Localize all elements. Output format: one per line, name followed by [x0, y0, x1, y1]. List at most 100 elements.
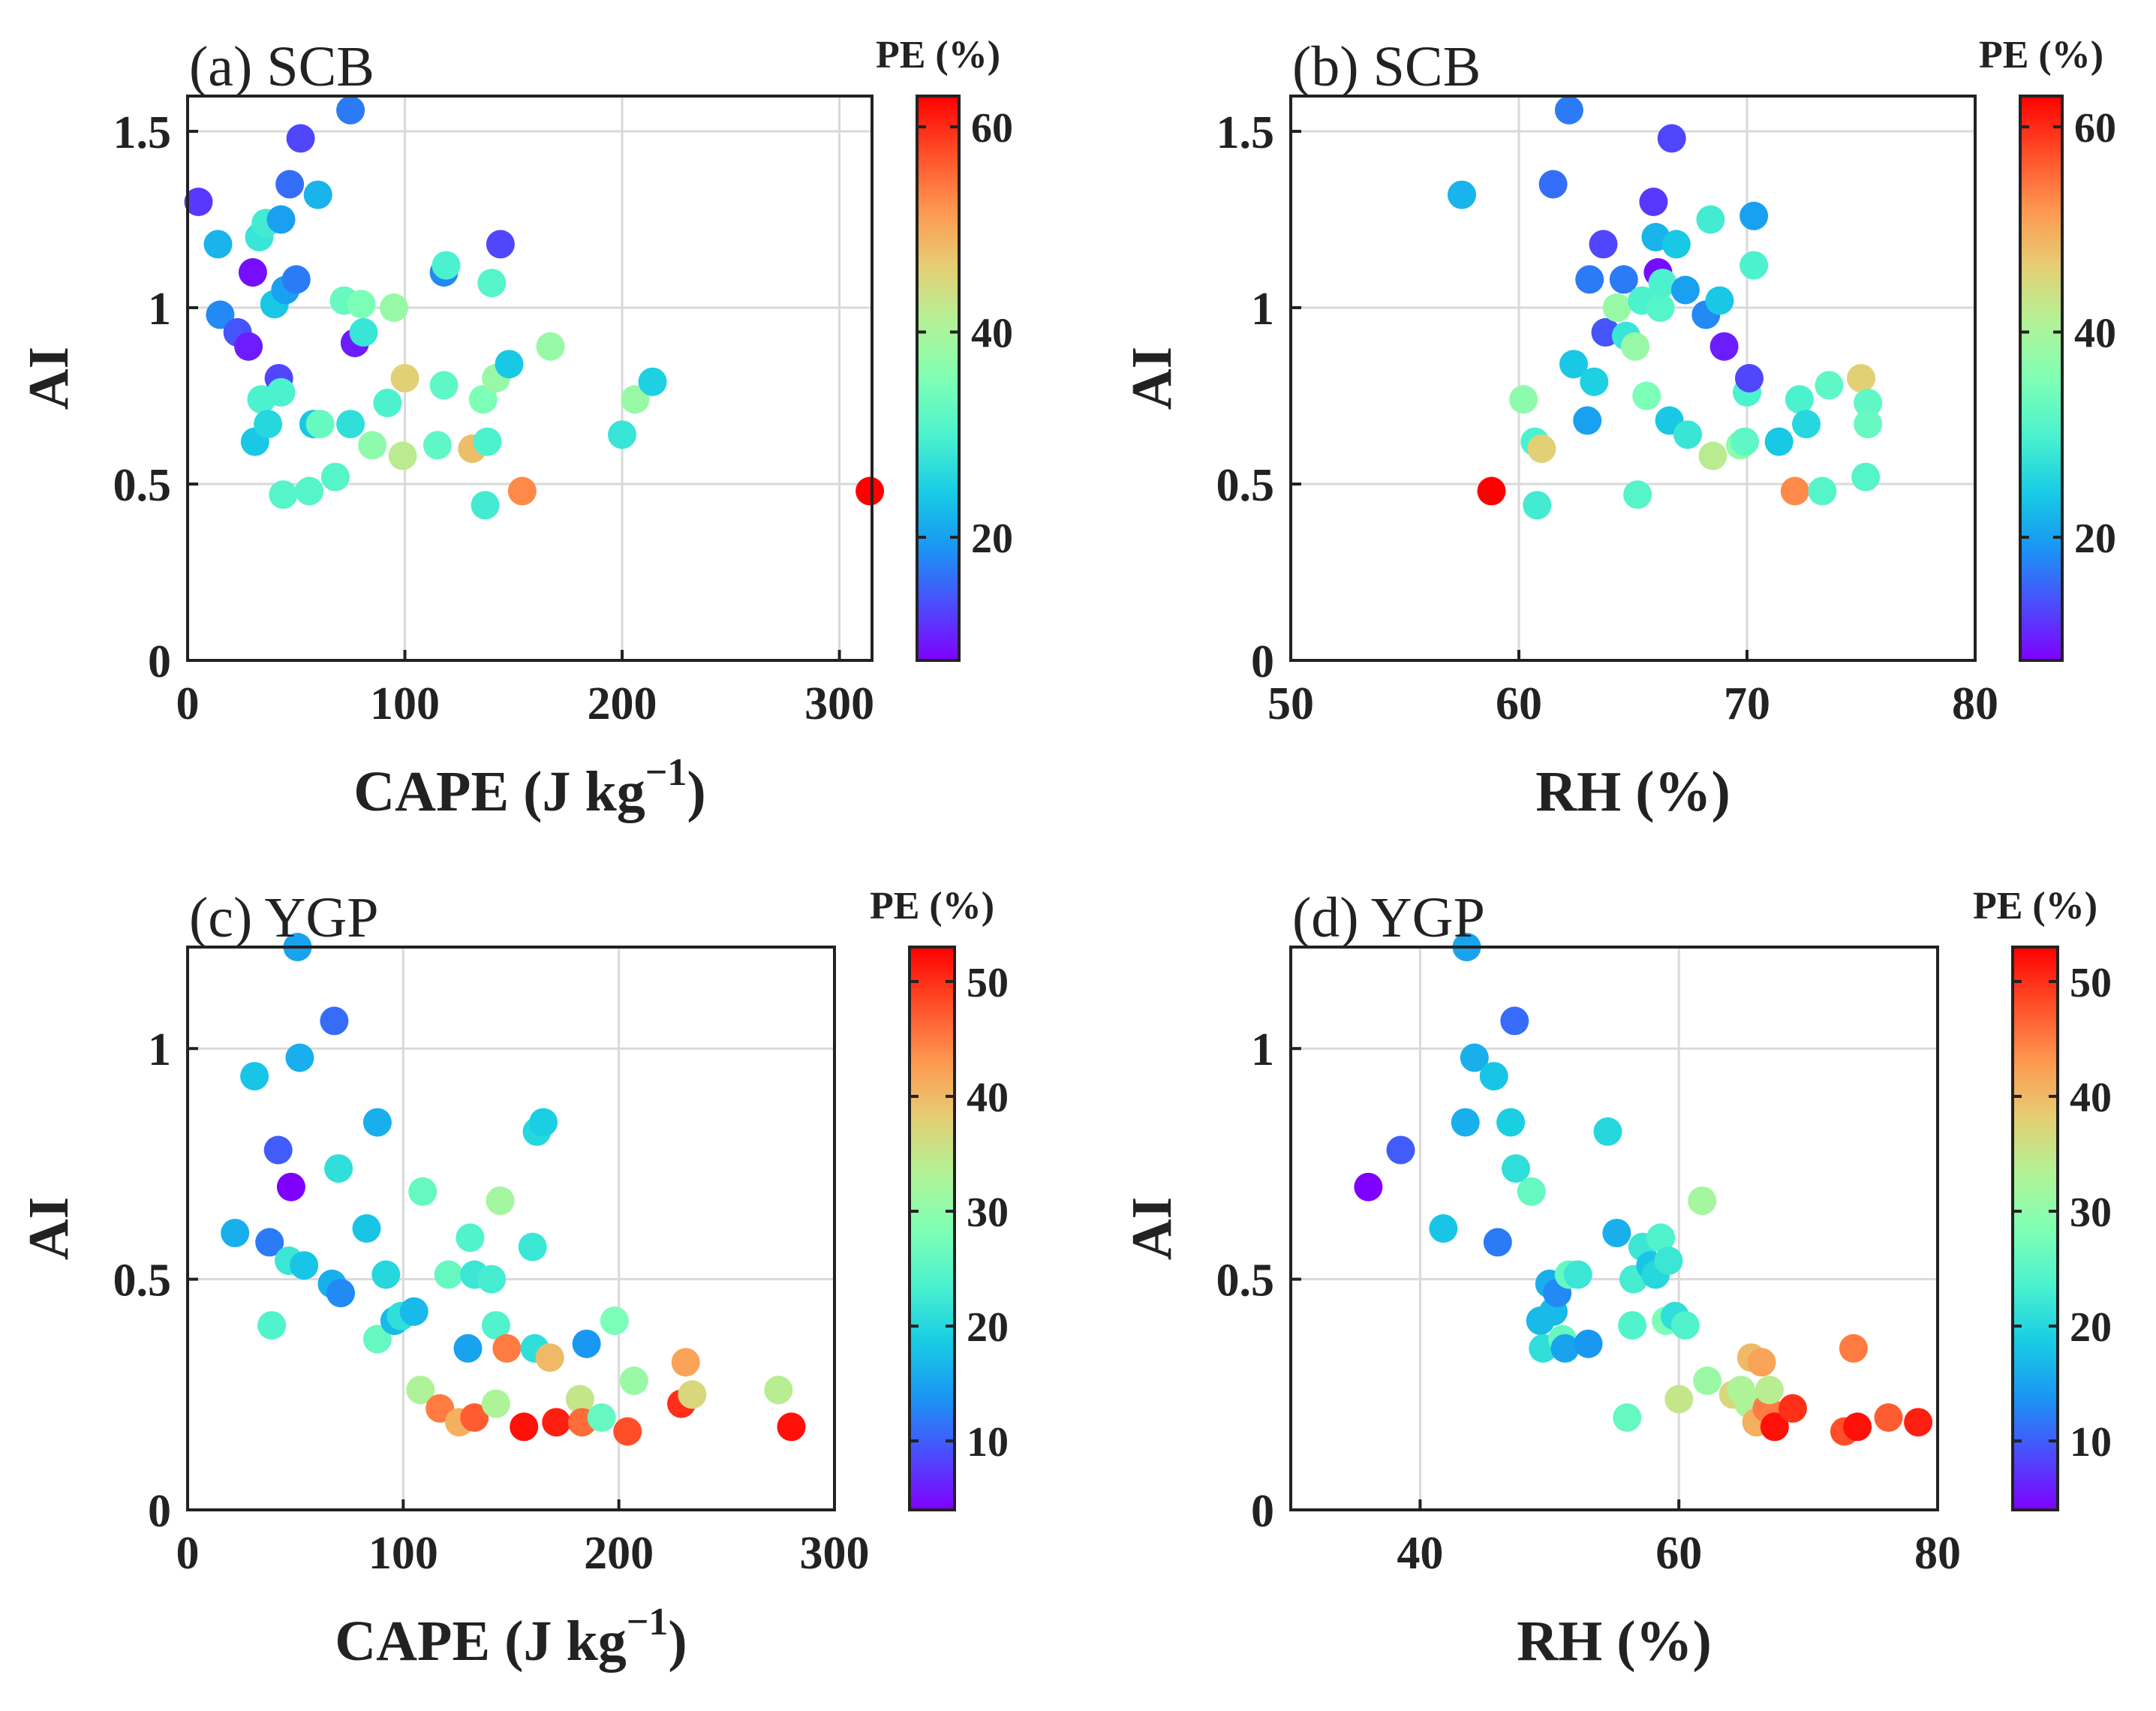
- scatter-point: [542, 1408, 571, 1437]
- scatter-point: [536, 332, 565, 361]
- y-tick-label: 0: [148, 1486, 171, 1537]
- colorbar-title: PE (%): [870, 885, 994, 928]
- y-axis-label: AI: [17, 1197, 80, 1260]
- scatter-point: [1623, 480, 1652, 510]
- scatter-point: [1693, 1366, 1722, 1395]
- x-tick-label: 60: [1496, 678, 1542, 729]
- scatter-point: [507, 477, 537, 506]
- scatter-point: [373, 388, 402, 417]
- scatter-point: [234, 332, 263, 361]
- scatter-point: [1618, 1311, 1647, 1340]
- scatter-point: [221, 1219, 250, 1248]
- axes-frame: [186, 946, 836, 1511]
- scatter-point: [1550, 1334, 1580, 1363]
- scatter-point: [1517, 1177, 1546, 1206]
- scatter-point: [352, 1214, 381, 1243]
- y-tick-label: 1: [148, 284, 171, 335]
- x-axis-label-tail: ): [687, 760, 705, 823]
- scatter-point: [349, 317, 378, 347]
- scatter-point: [619, 1366, 648, 1395]
- scatter-point: [423, 431, 452, 460]
- scatter-point: [1735, 364, 1764, 392]
- scatter-point: [1808, 477, 1837, 506]
- scatter-point: [371, 1260, 401, 1289]
- scatter-point: [1559, 350, 1588, 379]
- x-axis-label-text: RH (%): [1535, 760, 1731, 823]
- scatter-point: [486, 1186, 515, 1216]
- x-tick-label: 80: [1952, 678, 1998, 729]
- scatter-point: [1563, 1260, 1592, 1289]
- scatter-point: [1688, 1186, 1717, 1216]
- scatter-point: [1639, 188, 1668, 216]
- colorbar-tick-label: 30: [2070, 1189, 2112, 1236]
- scatter-point: [1496, 1108, 1526, 1137]
- scatter-point: [1673, 420, 1702, 450]
- y-axis-label: AI: [17, 347, 80, 410]
- scatter-point: [1602, 293, 1631, 322]
- scatter-point: [481, 1311, 510, 1340]
- scatter-point: [320, 462, 350, 492]
- scatter-point: [1580, 367, 1609, 396]
- scatter-point: [203, 230, 233, 259]
- x-axis-label-text: RH (%): [1517, 1610, 1712, 1673]
- scatter-point: [184, 188, 213, 216]
- scatter-point: [1477, 477, 1506, 506]
- scatter-point: [1451, 1108, 1480, 1137]
- scatter-point: [238, 258, 267, 287]
- scatter-point: [1764, 427, 1794, 456]
- scatter-point: [613, 1417, 642, 1446]
- scatter-point: [1502, 1154, 1530, 1183]
- scatter-point: [1523, 491, 1552, 520]
- scatter-point: [1483, 1228, 1512, 1257]
- scatter-point: [460, 1403, 489, 1432]
- scatter-point: [1527, 435, 1556, 463]
- scatter-point: [1854, 388, 1883, 417]
- y-axis-label: AI: [1120, 347, 1183, 410]
- scatter-point: [1904, 1408, 1933, 1437]
- y-tick-label: 1.5: [113, 107, 172, 158]
- y-tick-label: 1: [1251, 284, 1274, 335]
- colorbar: [908, 946, 956, 1511]
- scatter-point: [390, 364, 419, 392]
- scatter-point: [1554, 95, 1583, 125]
- scatter-point: [1574, 1329, 1603, 1358]
- scatter-point: [1709, 332, 1739, 361]
- colorbar-tick-label: 40: [971, 310, 1013, 356]
- scatter-point: [281, 265, 311, 294]
- colorbar-title: PE (%): [1973, 885, 2097, 928]
- y-tick-label: 0: [1251, 1486, 1274, 1537]
- colorbar: [2019, 95, 2064, 662]
- scatter-point: [1740, 251, 1769, 280]
- scatter-point: [276, 1172, 305, 1201]
- y-tick-label: 0.5: [113, 460, 172, 511]
- x-axis-label-text: CAPE (J kg: [353, 760, 645, 823]
- scatter-point: [1755, 1376, 1784, 1405]
- axes-frame: [1289, 946, 1939, 1511]
- scatter-point: [1839, 1334, 1868, 1363]
- scatter-point: [1538, 170, 1568, 199]
- colorbar-tick-label: 20: [967, 1304, 1009, 1351]
- scatter-point: [362, 1325, 392, 1354]
- scatter-point: [295, 477, 324, 506]
- scatter-point: [678, 1380, 707, 1409]
- y-tick-label: 0: [1251, 636, 1274, 687]
- scatter-point: [388, 441, 417, 471]
- x-tick-label: 80: [1914, 1528, 1961, 1579]
- scatter-point: [347, 290, 376, 319]
- scatter-point: [477, 269, 507, 298]
- scatter-point: [1815, 371, 1844, 400]
- scatter-point: [1460, 1043, 1489, 1072]
- scatter-point: [303, 180, 332, 209]
- x-axis-label-superscript: −1: [627, 1601, 669, 1643]
- scatter-point: [1740, 201, 1769, 230]
- colorbar-tick-label: 20: [2074, 516, 2116, 562]
- x-axis-label-superscript: −1: [645, 751, 687, 794]
- scatter-point: [638, 367, 667, 396]
- scatter-point: [855, 477, 885, 506]
- y-tick-label: 0.5: [1216, 460, 1275, 511]
- scatter-point: [453, 1334, 483, 1363]
- scatter-point: [1648, 269, 1677, 298]
- panel-title: (d) YGP: [1292, 886, 1485, 949]
- y-tick-label: 0.5: [113, 1255, 172, 1307]
- scatter-point: [1509, 385, 1538, 414]
